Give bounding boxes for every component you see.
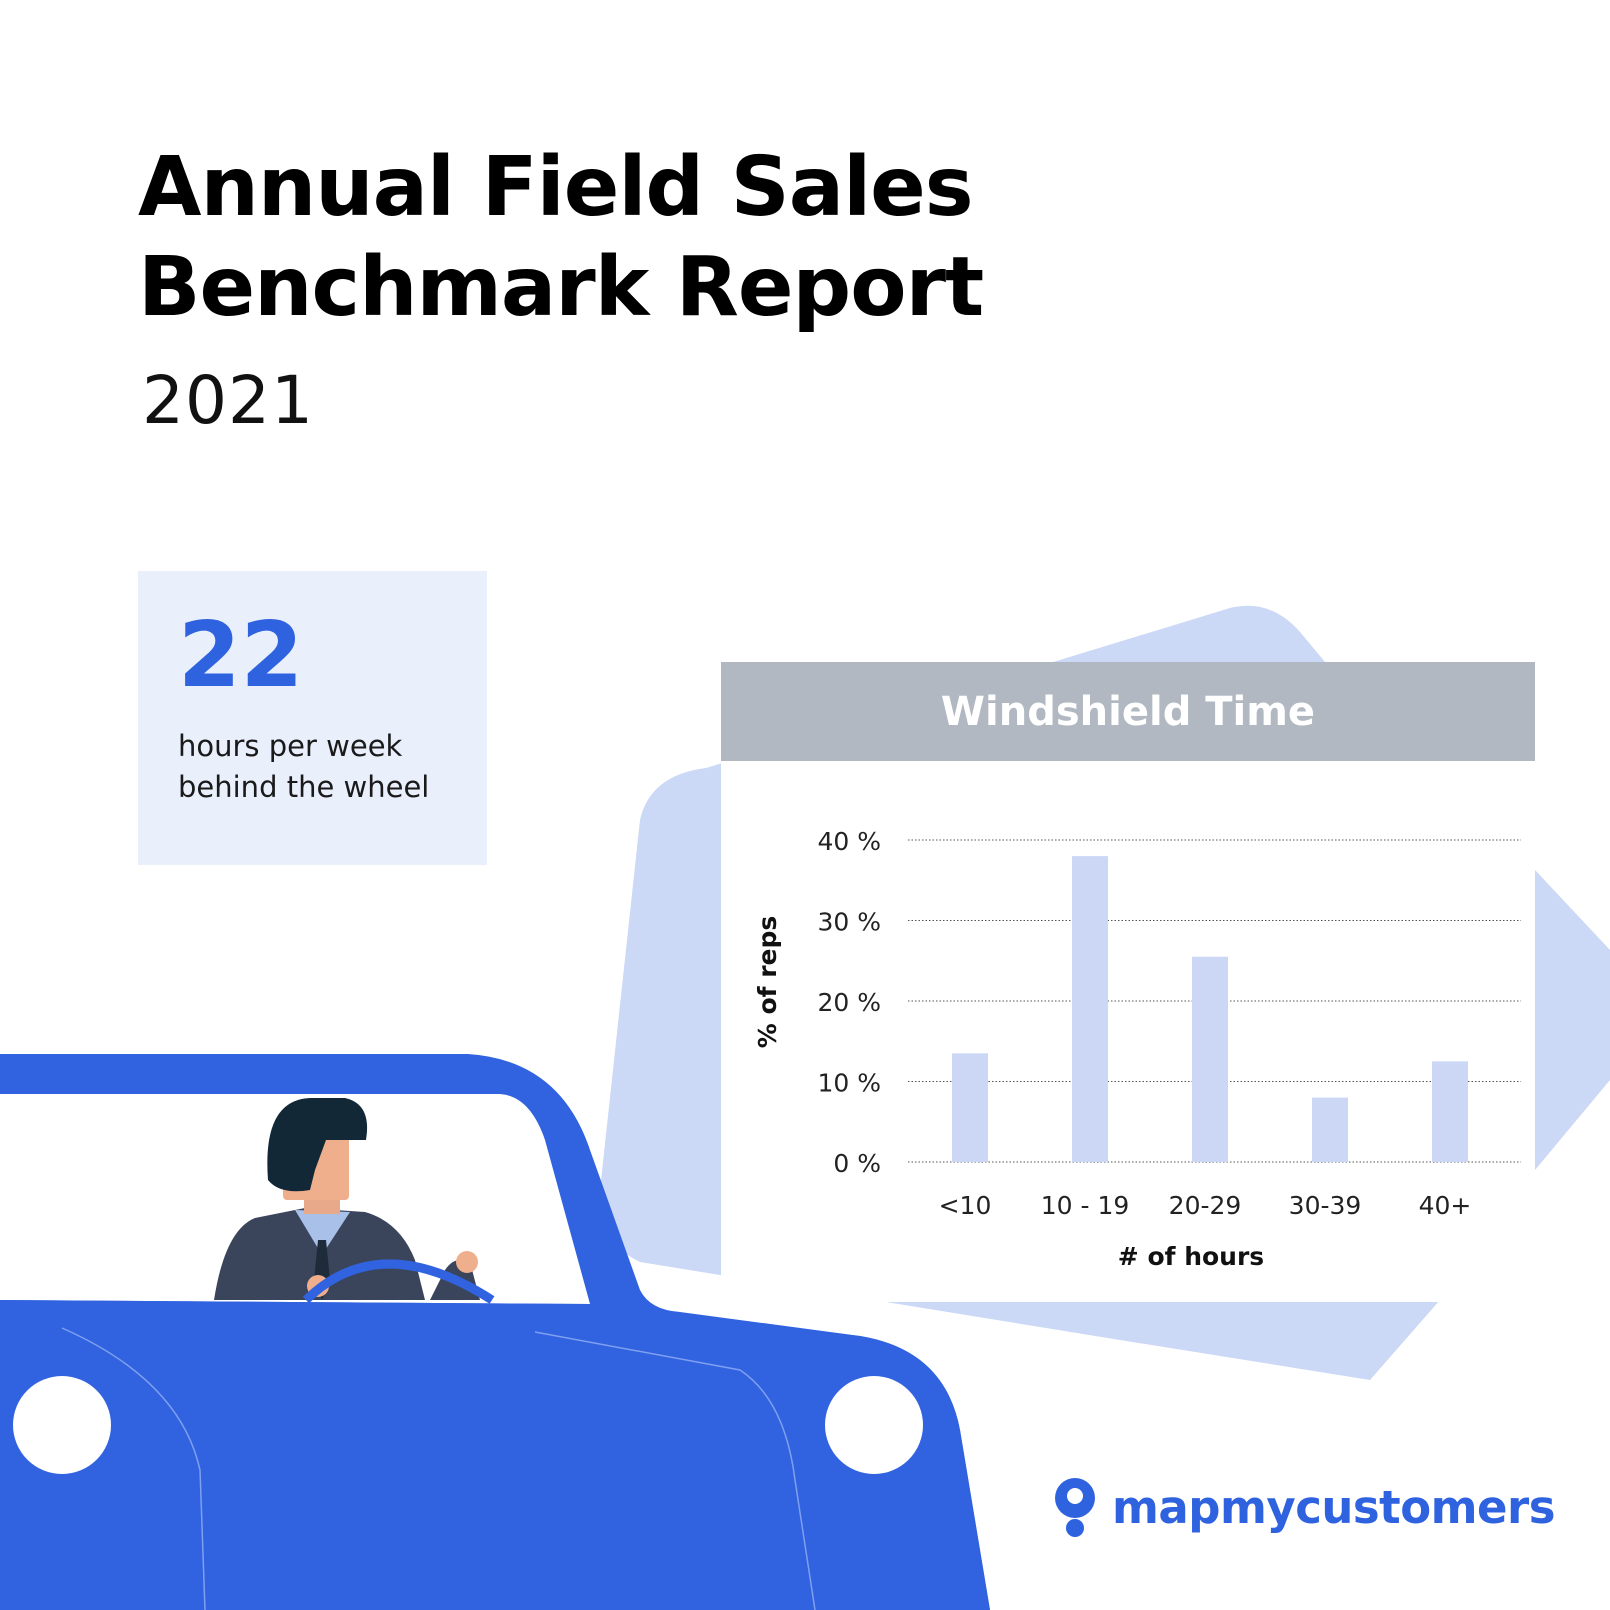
stat-caption: hours per week behind the wheel bbox=[178, 726, 478, 808]
driver-figure bbox=[214, 1098, 495, 1304]
x-tick-label: 10 - 19 bbox=[1041, 1191, 1130, 1220]
stat-card: 22 hours per week behind the wheel bbox=[138, 571, 487, 865]
x-tick-label: 20-29 bbox=[1169, 1191, 1242, 1220]
x-tick-label: 30-39 bbox=[1289, 1191, 1362, 1220]
x-tick-label: <10 bbox=[939, 1191, 992, 1220]
bar-chart: 0 % 10 % 20 % 30 % 40 % <10 10 - 19 20-29 30-39 4… bbox=[753, 827, 1521, 1271]
y-tick-label: 10 % bbox=[817, 1069, 881, 1098]
car-body-line bbox=[61, 1327, 206, 1610]
driver-hand-right bbox=[456, 1251, 478, 1273]
report-year: 2021 bbox=[142, 362, 314, 439]
stat-caption-line1: hours per week bbox=[178, 729, 403, 763]
x-axis-label: # of hours bbox=[1118, 1242, 1264, 1271]
bar-1 bbox=[952, 1053, 988, 1162]
car-headlight-left bbox=[13, 1376, 111, 1474]
car-body-line bbox=[534, 1331, 816, 1610]
chart-title: Windshield Time bbox=[721, 662, 1535, 761]
bar-4 bbox=[1312, 1097, 1348, 1162]
brand-name: mapmycustomers bbox=[1112, 1480, 1556, 1534]
y-tick-label: 30 % bbox=[817, 908, 881, 937]
report-title: Annual Field Sales Benchmark Report bbox=[138, 138, 984, 338]
report-title-line2: Benchmark Report bbox=[138, 240, 984, 335]
stat-value: 22 bbox=[178, 603, 304, 708]
x-tick-label: 40+ bbox=[1419, 1191, 1472, 1220]
person-pin-icon bbox=[1055, 1478, 1095, 1537]
bar-5 bbox=[1432, 1061, 1468, 1162]
chart-card: Windshield Time 0 % 10 % 20 % 30 % 40 % <10 10… bbox=[721, 662, 1535, 1302]
y-tick-label: 40 % bbox=[817, 827, 881, 856]
stat-caption-line2: behind the wheel bbox=[178, 770, 430, 804]
car-body bbox=[0, 1300, 990, 1610]
y-tick-label: 0 % bbox=[833, 1149, 881, 1178]
brand-logo: mapmycustomers bbox=[1050, 1472, 1556, 1542]
bar-3 bbox=[1192, 956, 1228, 1162]
bar-2 bbox=[1072, 856, 1108, 1162]
y-axis-label: % of reps bbox=[753, 916, 782, 1049]
driver-shirt bbox=[295, 1210, 350, 1255]
report-title-line1: Annual Field Sales bbox=[138, 140, 974, 235]
steering-wheel bbox=[302, 1259, 495, 1304]
driver-hair bbox=[267, 1098, 368, 1192]
car-headlight-right bbox=[825, 1376, 923, 1474]
y-tick-label: 20 % bbox=[817, 988, 881, 1017]
